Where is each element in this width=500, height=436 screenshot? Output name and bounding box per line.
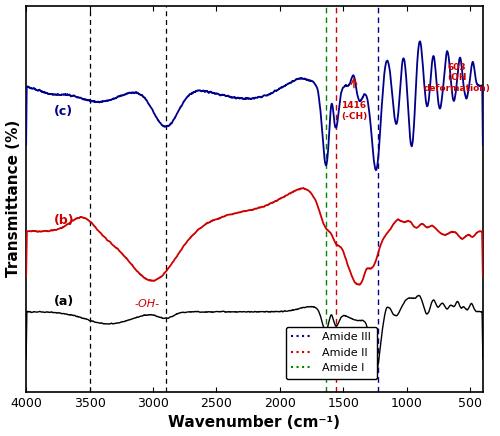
- Y-axis label: Transmittance (%): Transmittance (%): [6, 120, 20, 277]
- Text: (c): (c): [54, 105, 73, 118]
- Text: 1416
(-CH): 1416 (-CH): [341, 101, 367, 121]
- Text: (b): (b): [54, 214, 74, 227]
- Text: 603
(OH
deformation): 603 (OH deformation): [424, 63, 490, 92]
- Text: -OH-: -OH-: [134, 299, 159, 309]
- Text: (a): (a): [54, 295, 74, 308]
- X-axis label: Wavenumber (cm⁻¹): Wavenumber (cm⁻¹): [168, 416, 340, 430]
- Legend: Amide III, Amide II, Amide I: Amide III, Amide II, Amide I: [286, 327, 377, 379]
